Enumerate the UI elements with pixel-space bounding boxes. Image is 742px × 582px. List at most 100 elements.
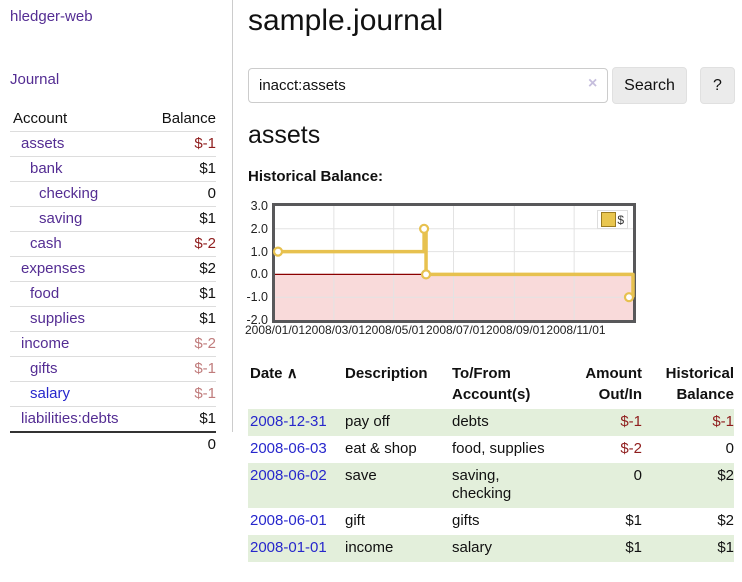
to-from-cell: debts xyxy=(452,413,489,430)
y-axis-tick: -1.0 xyxy=(246,290,268,304)
legend-label: $ xyxy=(617,212,624,227)
account-balance: $2 xyxy=(147,256,216,282)
account-balance: $1 xyxy=(147,406,216,432)
date-link[interactable]: 2008-01-01 xyxy=(250,539,327,556)
register-header-description: Description xyxy=(345,365,428,382)
account-link-checking[interactable]: checking xyxy=(39,185,99,202)
date-link[interactable]: 2008-06-01 xyxy=(250,512,327,529)
y-axis-tick: 1.0 xyxy=(250,245,268,259)
amount-cell: $1 xyxy=(625,539,642,556)
register-header-date[interactable]: Date ∧ xyxy=(250,365,298,382)
to-from-cell: salary xyxy=(452,539,493,556)
account-row-bank: bank $1 xyxy=(10,156,216,182)
balance-cell: $2 xyxy=(717,467,734,484)
register-header-balance: Historical Balance xyxy=(665,365,734,403)
accounts-total-row: 0 xyxy=(10,431,216,457)
help-button[interactable]: ? xyxy=(700,67,735,104)
account-balance: $-2 xyxy=(147,231,216,257)
account-balance: 0 xyxy=(147,181,216,207)
register-row: 2008-12-31 pay off debts $-1 $-1 xyxy=(248,409,734,436)
account-link-supplies[interactable]: supplies xyxy=(30,310,86,327)
accounts-header-account: Account xyxy=(10,107,148,132)
app-title-link[interactable]: hledger-web xyxy=(10,8,93,25)
account-row-liabilities-debts: liabilities:debts $1 xyxy=(10,406,216,432)
balance-cell: $1 xyxy=(717,539,734,556)
chart-canvas xyxy=(272,206,635,320)
register-header-amount: Amount Out/In xyxy=(585,365,642,403)
date-link[interactable]: 2008-06-03 xyxy=(250,440,327,457)
amount-cell: $-2 xyxy=(620,440,642,457)
y-axis-tick: -2.0 xyxy=(246,313,268,327)
to-from-cell: gifts xyxy=(452,512,480,529)
account-balance: $-2 xyxy=(147,331,216,357)
clear-search-icon[interactable]: × xyxy=(588,75,598,92)
account-row-checking: checking 0 xyxy=(10,181,216,207)
accounts-header-row: Account Balance xyxy=(10,107,216,132)
x-axis-tick: 2008/09/01 xyxy=(485,323,547,337)
accounts-table: Account Balance assets $-1 bank $1 check… xyxy=(10,107,216,457)
balance-cell: $-1 xyxy=(712,413,734,430)
account-link-expenses[interactable]: expenses xyxy=(21,260,86,277)
account-balance: $1 xyxy=(147,306,216,332)
chart-label: Historical Balance: xyxy=(248,168,384,185)
historical-balance-chart: $ xyxy=(272,203,636,323)
x-axis-tick: 2008/01/01 xyxy=(244,323,306,337)
chart-legend: $ xyxy=(597,210,628,229)
y-axis-tick: 3.0 xyxy=(250,199,268,213)
account-row-supplies: supplies $1 xyxy=(10,306,216,332)
account-balance: $1 xyxy=(147,206,216,232)
account-link-gifts[interactable]: gifts xyxy=(30,360,58,377)
account-row-expenses: expenses $2 xyxy=(10,256,216,282)
x-axis-tick: 2008/05/01 xyxy=(364,323,426,337)
description-cell: eat & shop xyxy=(345,440,417,457)
account-balance: $1 xyxy=(147,156,216,182)
account-link-saving[interactable]: saving xyxy=(39,210,83,227)
balance-cell: $2 xyxy=(717,512,734,529)
amount-cell: $-1 xyxy=(620,413,642,430)
nav-journal-link[interactable]: Journal xyxy=(10,71,60,88)
description-cell: pay off xyxy=(345,413,390,430)
register-row: 2008-06-03 eat & shop food, supplies $-2… xyxy=(248,436,734,463)
description-cell: gift xyxy=(345,512,366,529)
account-link-liabilities-debts[interactable]: liabilities:debts xyxy=(21,410,119,427)
account-row-cash: cash $-2 xyxy=(10,231,216,257)
account-row-saving: saving $1 xyxy=(10,206,216,232)
account-row-income: income $-2 xyxy=(10,331,216,357)
to-from-cell: saving, checking xyxy=(452,467,512,502)
y-axis-tick: 0.0 xyxy=(250,267,268,281)
x-axis-tick: 2008/07/01 xyxy=(425,323,487,337)
sidebar: hledger-web Journal Account Balance asse… xyxy=(0,0,233,457)
account-link-food[interactable]: food xyxy=(30,285,60,302)
account-link-cash[interactable]: cash xyxy=(30,235,62,252)
account-heading: assets xyxy=(248,121,321,149)
legend-swatch-icon xyxy=(601,212,617,227)
account-row-food: food $1 xyxy=(10,281,216,307)
account-row-assets: assets $-1 xyxy=(10,132,216,157)
date-link[interactable]: 2008-12-31 xyxy=(250,413,327,430)
account-link-assets[interactable]: assets xyxy=(21,135,65,152)
x-axis-tick: 2008/03/01 xyxy=(304,323,366,337)
accounts-header-balance: Balance xyxy=(147,107,216,132)
account-link-income[interactable]: income xyxy=(21,335,70,352)
page-title: sample.journal xyxy=(248,4,444,37)
accounts-total-balance: 0 xyxy=(147,431,216,457)
account-balance: $-1 xyxy=(194,135,216,152)
date-link[interactable]: 2008-06-02 xyxy=(250,467,327,484)
amount-cell: $1 xyxy=(625,512,642,529)
register-table: Date ∧ Description To/From Account(s) Am… xyxy=(248,360,734,562)
description-cell: save xyxy=(345,467,377,484)
register-header-row: Date ∧ Description To/From Account(s) Am… xyxy=(248,360,734,409)
description-cell: income xyxy=(345,539,394,556)
account-balance: $1 xyxy=(147,281,216,307)
amount-cell: 0 xyxy=(633,467,642,484)
register-row: 2008-06-02 save saving, checking 0 $2 xyxy=(248,463,734,508)
account-row-salary: salary $-1 xyxy=(10,381,216,407)
register-row: 2008-01-01 income salary $1 $1 xyxy=(248,535,734,562)
account-link-salary[interactable]: salary xyxy=(30,385,71,402)
account-link-bank[interactable]: bank xyxy=(30,160,63,177)
search-input[interactable] xyxy=(248,68,608,103)
account-row-gifts: gifts $-1 xyxy=(10,356,216,382)
register-header-to-from: To/From Account(s) xyxy=(452,365,531,403)
to-from-cell: food, supplies xyxy=(452,440,545,457)
search-button[interactable]: Search xyxy=(612,67,687,104)
